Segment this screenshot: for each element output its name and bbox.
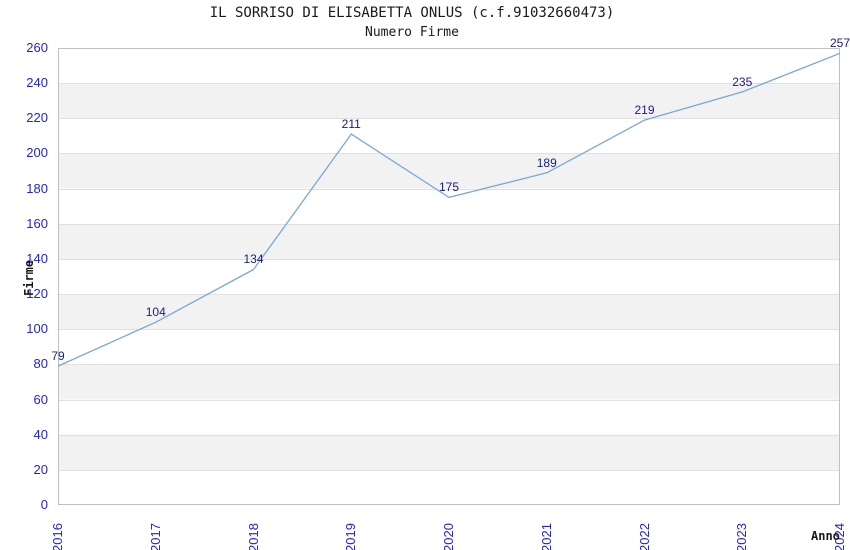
x-tick-label: 2023 (734, 523, 750, 550)
grid-band (58, 83, 840, 119)
plot-area (58, 48, 840, 505)
data-label: 175 (438, 180, 460, 195)
grid-band (58, 223, 840, 259)
data-label: 134 (243, 252, 264, 267)
y-axis-title: Firme (22, 259, 36, 296)
grid-band (58, 153, 840, 189)
data-label: 79 (51, 349, 65, 364)
y-tick-label: 0 (40, 497, 48, 512)
data-label: 104 (145, 305, 166, 320)
data-label: 257 (829, 36, 850, 51)
x-tick-label: 2019 (343, 523, 359, 550)
x-tick-label: 2021 (538, 523, 554, 550)
y-tick-label: 220 (26, 110, 48, 126)
y-tick-label: 20 (33, 461, 48, 477)
y-tick-label: 40 (33, 426, 48, 442)
chart-title: IL SORRISO DI ELISABETTA ONLUS (c.f.9103… (209, 5, 615, 21)
grid-band (58, 294, 840, 330)
grid-band (58, 364, 840, 400)
y-tick-label: 80 (33, 356, 48, 372)
plot-border (58, 48, 840, 505)
x-tick-label: 2016 (50, 523, 65, 550)
y-tick-label: 200 (26, 145, 48, 161)
y-tick-label: 240 (26, 75, 48, 91)
y-tick-label: 140 (26, 250, 48, 266)
y-tick-label: 120 (26, 286, 48, 302)
data-label: 211 (341, 117, 361, 132)
x-tick-label: 2020 (441, 523, 456, 550)
data-label: 235 (732, 74, 753, 89)
data-label: 189 (536, 155, 557, 170)
x-tick-label: 2017 (147, 523, 163, 550)
y-tick-label: 60 (33, 391, 48, 407)
y-tick-label: 260 (26, 40, 48, 55)
y-tick-label: 180 (26, 180, 48, 196)
y-tick-label: 100 (26, 321, 48, 337)
x-tick-label: 2018 (245, 523, 261, 550)
y-tick-label: 160 (26, 215, 48, 231)
data-label: 219 (634, 103, 655, 118)
x-tick-label: 2022 (636, 523, 652, 550)
chart-subtitle: Numero Firme (365, 25, 459, 40)
x-axis-title: Anno (811, 529, 840, 543)
line-series (58, 52, 840, 367)
grid-band (58, 434, 840, 470)
